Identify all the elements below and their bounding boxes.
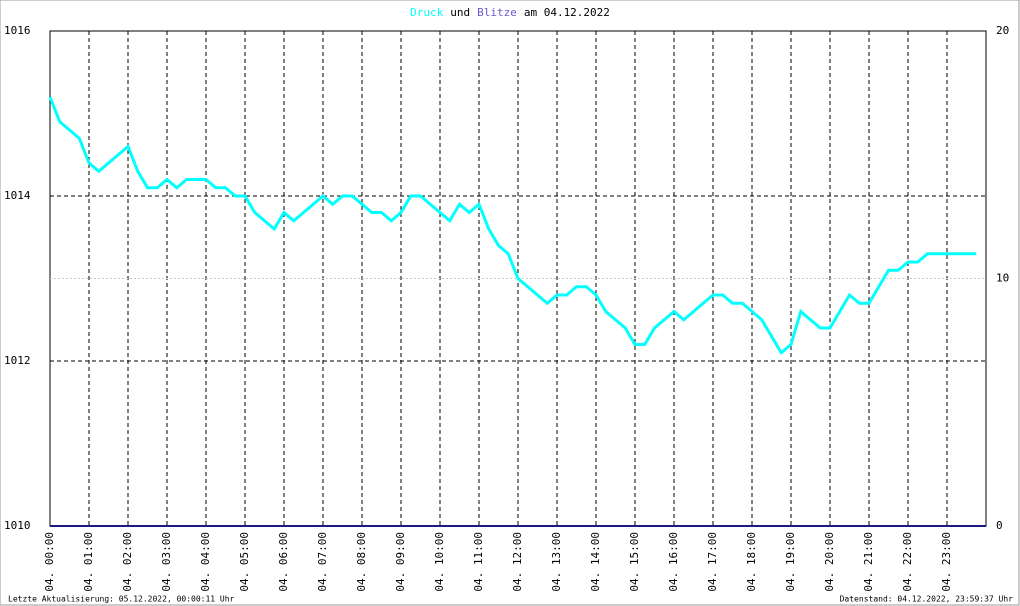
footer-left: Letzte Aktualisierung: 05.12.2022, 00:00… (8, 595, 235, 604)
y-tick-label: 1014 (4, 189, 31, 202)
x-tick-label: 04. 16:00 (667, 532, 680, 592)
x-tick-label: 04. 02:00 (121, 532, 134, 592)
title-part: und (450, 6, 470, 19)
x-tick-label: 04. 00:00 (43, 532, 56, 592)
y-tick-label: 1012 (4, 354, 31, 367)
x-tick-label: 04. 04:00 (199, 532, 212, 592)
x-tick-label: 04. 08:00 (355, 532, 368, 592)
x-tick-label: 04. 01:00 (82, 532, 95, 592)
series-line (48, 96, 977, 356)
x-tick-label: 04. 19:00 (784, 532, 797, 592)
x-tick-label: 04. 18:00 (745, 532, 758, 592)
footer-right: Datenstand: 04.12.2022, 23:59:37 Uhr (840, 595, 1014, 604)
x-tick-label: 04. 03:00 (160, 532, 173, 592)
y-tick-label: 1016 (4, 24, 31, 37)
x-tick-label: 04. 05:00 (238, 532, 251, 592)
x-tick-label: 04. 11:00 (472, 532, 485, 592)
x-tick-label: 04. 14:00 (589, 532, 602, 592)
x-tick-label: 04. 17:00 (706, 532, 719, 592)
x-tick-label: 04. 23:00 (940, 532, 953, 592)
x-tick-label: 04. 06:00 (277, 532, 290, 592)
y2-tick-label: 10 (996, 272, 1009, 285)
x-tick-label: 04. 10:00 (433, 532, 446, 592)
title-part: Druck (410, 6, 443, 19)
x-tick-label: 04. 09:00 (394, 532, 407, 592)
x-tick-label: 04. 21:00 (862, 532, 875, 592)
y2-tick-label: 20 (996, 24, 1009, 37)
x-tick-label: 04. 20:00 (823, 532, 836, 592)
title-part: am 04.12.2022 (524, 6, 610, 19)
x-tick-label: 04. 12:00 (511, 532, 524, 592)
x-tick-label: 04. 07:00 (316, 532, 329, 592)
y2-tick-label: 0 (996, 519, 1003, 532)
title-part: Blitze (477, 6, 517, 19)
x-tick-label: 04. 15:00 (628, 532, 641, 592)
y-tick-label: 1010 (4, 519, 31, 532)
x-tick-label: 04. 22:00 (901, 532, 914, 592)
chart-title: Druck und Blitze am 04.12.2022 (410, 6, 610, 19)
x-tick-label: 04. 13:00 (550, 532, 563, 592)
